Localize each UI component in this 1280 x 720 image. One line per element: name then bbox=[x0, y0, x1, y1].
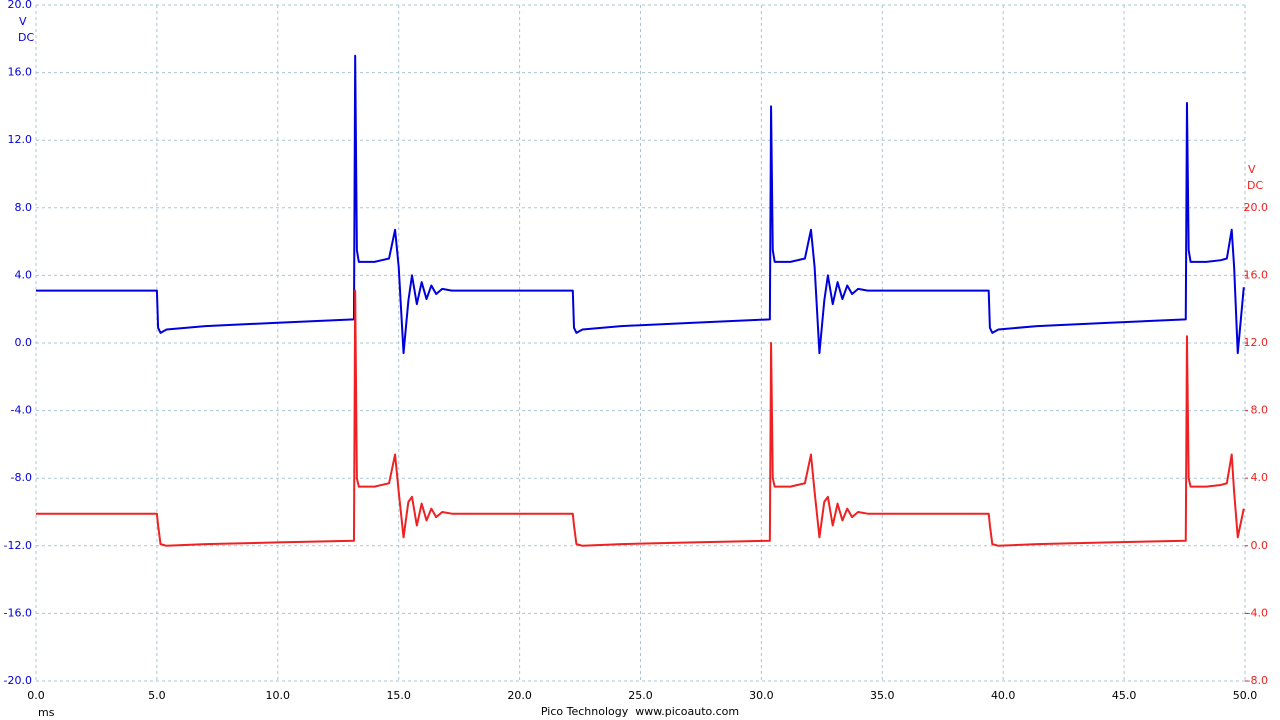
x-unit: ms bbox=[38, 706, 55, 719]
x-tick-label: 50.0 bbox=[1233, 689, 1258, 702]
x-tick-label: 20.0 bbox=[507, 689, 532, 702]
y-tick-label: -12.0 bbox=[4, 539, 32, 552]
x-tick-label: 5.0 bbox=[148, 689, 166, 702]
x-tick-label: 10.0 bbox=[266, 689, 291, 702]
y-tick-label: 4.0 bbox=[15, 268, 33, 281]
y-tick-label: -8.0 bbox=[11, 471, 32, 484]
y2-tick-label: 20.0 bbox=[1244, 201, 1269, 214]
y2-unit: V bbox=[1248, 163, 1256, 176]
y2-coupling: DC bbox=[1247, 179, 1263, 192]
footer: Pico Technology www.picoauto.com bbox=[541, 705, 739, 718]
y-coupling: DC bbox=[18, 31, 34, 44]
y2-tick-label: 0.0 bbox=[1251, 539, 1269, 552]
trace bbox=[36, 54, 1245, 355]
y-tick-label: 0.0 bbox=[15, 336, 33, 349]
y-tick-label: 16.0 bbox=[8, 66, 33, 79]
x-tick-label: 30.0 bbox=[749, 689, 774, 702]
y2-tick-label: -8.0 bbox=[1247, 674, 1268, 687]
x-tick-label: 40.0 bbox=[991, 689, 1016, 702]
y2-tick-label: 8.0 bbox=[1251, 404, 1269, 417]
y-tick-label: 8.0 bbox=[15, 201, 33, 214]
y-tick-label: 20.0 bbox=[8, 0, 33, 11]
x-tick-label: 35.0 bbox=[870, 689, 895, 702]
y2-tick-label: 16.0 bbox=[1244, 268, 1269, 281]
x-tick-label: 0.0 bbox=[27, 689, 45, 702]
y-unit: V bbox=[19, 15, 27, 28]
x-tick-label: 45.0 bbox=[1112, 689, 1137, 702]
y-tick-label: -4.0 bbox=[11, 404, 32, 417]
x-tick-label: 25.0 bbox=[628, 689, 653, 702]
x-tick-label: 15.0 bbox=[386, 689, 411, 702]
y2-tick-label: 4.0 bbox=[1251, 471, 1269, 484]
y-tick-label: 12.0 bbox=[8, 133, 33, 146]
y2-tick-label: 12.0 bbox=[1244, 336, 1269, 349]
trace bbox=[36, 289, 1245, 547]
y-tick-label: -20.0 bbox=[4, 674, 32, 687]
y2-tick-label: -4.0 bbox=[1247, 606, 1268, 619]
y-tick-label: -16.0 bbox=[4, 606, 32, 619]
